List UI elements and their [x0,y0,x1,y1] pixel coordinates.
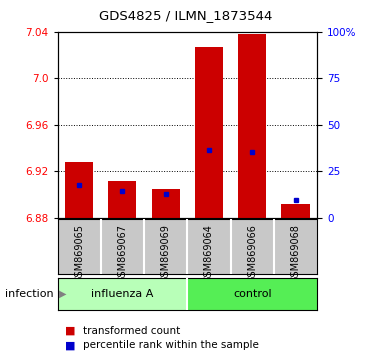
Text: control: control [233,289,272,299]
Bar [187,278,317,310]
Text: infection: infection [5,289,54,299]
Bar [152,189,180,218]
Text: GSM869068: GSM869068 [290,224,301,283]
Text: ■: ■ [65,326,75,336]
Text: ■: ■ [65,340,75,350]
Bar [58,278,187,310]
Bar [195,47,223,218]
Bar [282,204,310,218]
Text: ▶: ▶ [59,289,67,299]
Text: influenza A: influenza A [91,289,154,299]
Text: GSM869069: GSM869069 [161,224,171,283]
Bar [108,181,137,218]
Text: percentile rank within the sample: percentile rank within the sample [83,340,259,350]
Text: GDS4825 / ILMN_1873544: GDS4825 / ILMN_1873544 [99,9,272,22]
Bar [238,34,266,218]
Text: GSM869066: GSM869066 [247,224,257,283]
Text: GSM869067: GSM869067 [118,224,127,283]
Text: GSM869064: GSM869064 [204,224,214,283]
Text: transformed count: transformed count [83,326,181,336]
Text: GSM869065: GSM869065 [74,224,84,283]
Bar [65,162,93,218]
